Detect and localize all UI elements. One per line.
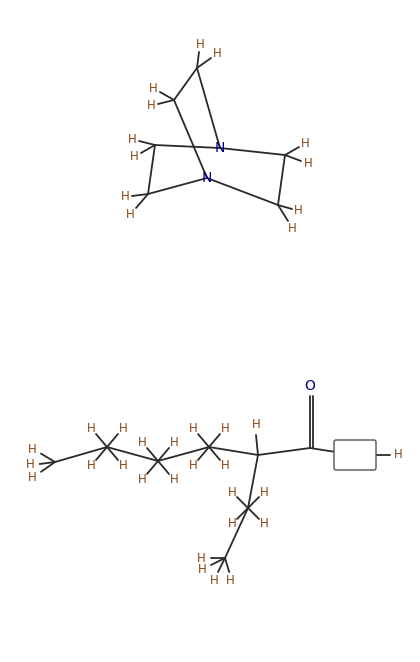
Text: O: O: [304, 379, 315, 393]
Text: H: H: [226, 574, 235, 587]
Text: H: H: [288, 222, 297, 235]
Text: H: H: [118, 459, 127, 473]
Text: Abs: Abs: [345, 450, 365, 460]
Text: H: H: [28, 443, 37, 456]
Text: H: H: [170, 436, 178, 449]
Text: H: H: [170, 473, 178, 487]
Text: H: H: [121, 191, 129, 203]
Text: H: H: [210, 574, 218, 587]
Text: H: H: [260, 485, 268, 498]
Text: H: H: [228, 485, 236, 498]
Text: H: H: [294, 205, 303, 217]
FancyBboxPatch shape: [334, 440, 376, 470]
Text: H: H: [150, 82, 158, 95]
Text: H: H: [28, 471, 37, 484]
Text: H: H: [189, 459, 197, 473]
Text: H: H: [138, 436, 147, 449]
Text: H: H: [26, 459, 34, 471]
Text: H: H: [228, 518, 236, 530]
Text: H: H: [189, 422, 197, 435]
Text: H: H: [147, 99, 155, 113]
Text: H: H: [127, 132, 136, 146]
Text: H: H: [220, 459, 229, 473]
Text: H: H: [301, 137, 310, 150]
Text: H: H: [87, 422, 95, 435]
Text: H: H: [198, 563, 207, 576]
Text: H: H: [260, 518, 268, 530]
Text: H: H: [130, 150, 139, 163]
Text: H: H: [394, 448, 402, 461]
Text: H: H: [304, 157, 312, 170]
Text: H: H: [138, 473, 147, 487]
Text: H: H: [126, 208, 135, 221]
Text: N: N: [202, 171, 212, 185]
Text: H: H: [197, 551, 205, 565]
Text: H: H: [87, 459, 95, 473]
Text: H: H: [252, 418, 260, 432]
Text: H: H: [196, 38, 204, 51]
Text: H: H: [213, 47, 222, 60]
Text: H: H: [118, 422, 127, 435]
Text: H: H: [220, 422, 229, 435]
Text: N: N: [215, 141, 225, 155]
